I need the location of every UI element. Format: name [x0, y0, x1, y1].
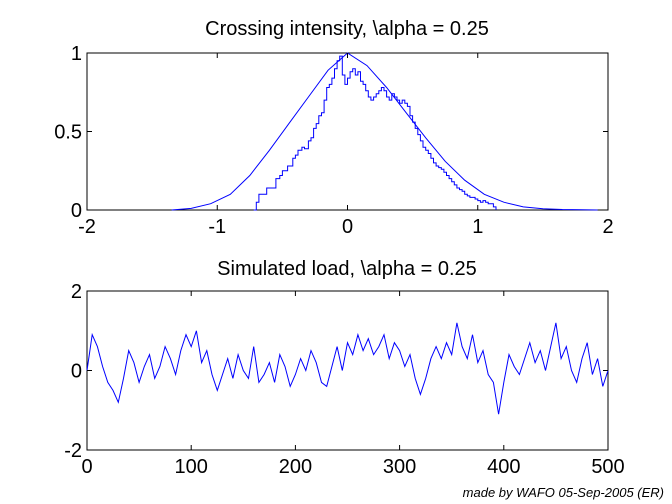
plot-area — [86, 52, 609, 211]
x-tick-label: 1 — [472, 216, 483, 238]
x-tick-label: 300 — [383, 456, 416, 478]
x-tick-label: -1 — [208, 216, 226, 238]
simulated-load-panel: Simulated load, \alpha = 0.25 0 100 200 300… — [64, 258, 624, 478]
y-tick-label: 1 — [71, 43, 82, 65]
series-line-0 — [86, 322, 609, 415]
plot-area — [86, 290, 609, 451]
crossing-intensity-panel: Crossing intensity, \alpha = 0.25 -2 -1 0 1… — [54, 18, 613, 238]
x-tick-label: 0 — [342, 216, 353, 238]
x-tick-label: 400 — [487, 456, 520, 478]
y-tick-label: 0 — [71, 200, 82, 222]
y-tick-label: 0 — [71, 361, 82, 383]
chart-title: Crossing intensity, \alpha = 0.25 — [205, 18, 489, 40]
chart-title: Simulated load, \alpha = 0.25 — [217, 258, 477, 280]
x-tick-label: 2 — [602, 216, 613, 238]
y-tick-label: 0.5 — [54, 122, 82, 144]
y-tick-label: -2 — [64, 440, 82, 462]
x-tick-label: -2 — [78, 216, 96, 238]
series-group — [171, 52, 598, 211]
series-group — [86, 322, 609, 415]
series-line-0 — [171, 52, 598, 211]
x-tick-label: 200 — [279, 456, 312, 478]
y-tick-label: 2 — [71, 281, 82, 303]
x-tick-label: 500 — [591, 456, 624, 478]
tick-group: -2 -1 0 1 2 0 0.5 1 — [54, 43, 613, 238]
x-tick-label: 100 — [175, 456, 208, 478]
footer-credit: made by WAFO 05-Sep-2005 (ER) — [463, 485, 664, 500]
series-line-1 — [253, 55, 497, 211]
x-tick-label: 0 — [81, 456, 92, 478]
tick-group: 0 100 200 300 400 500-202 — [64, 281, 624, 478]
